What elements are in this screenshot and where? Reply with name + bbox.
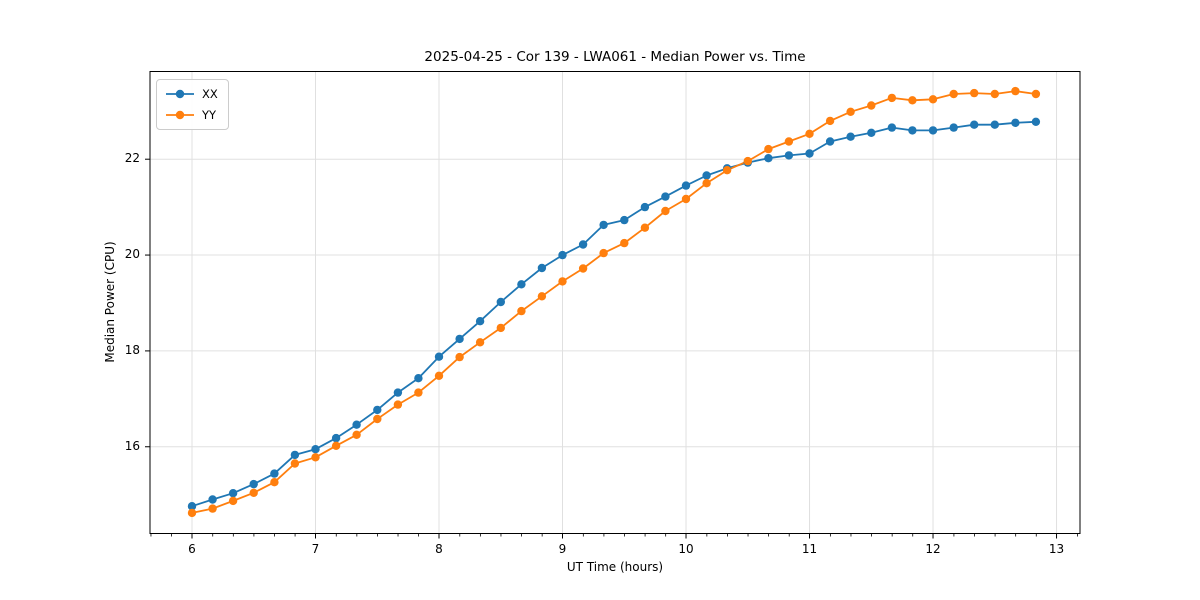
- xx-line-swatch: [166, 89, 194, 99]
- y-tick-label: 18: [124, 342, 140, 357]
- x-tick-label: 6: [188, 541, 196, 556]
- x-tick-label: 9: [558, 541, 567, 556]
- x-tick-label: 10: [678, 541, 694, 556]
- legend: XX YY: [156, 79, 229, 130]
- x-tick-label: 12: [925, 541, 941, 556]
- y-tick-label: 20: [124, 247, 140, 262]
- x-axis-label: UT Time (hours): [566, 560, 664, 574]
- x-tick-label: 7: [311, 541, 320, 556]
- legend-label-xx: XX: [202, 87, 218, 101]
- x-tick-label: 13: [1048, 541, 1065, 556]
- legend-item-xx: XX: [165, 85, 218, 103]
- legend-item-yy: YY: [165, 106, 218, 124]
- y-tick-label: 22: [124, 151, 140, 166]
- y-tick-label: 16: [124, 438, 140, 453]
- chart-title: 2025-04-25 - Cor 139 - LWA061 - Median P…: [424, 49, 806, 65]
- legend-label-yy: YY: [202, 108, 217, 122]
- x-tick-label: 8: [435, 541, 443, 556]
- x-tick-label: 11: [801, 541, 818, 556]
- yy-line-swatch: [166, 110, 194, 120]
